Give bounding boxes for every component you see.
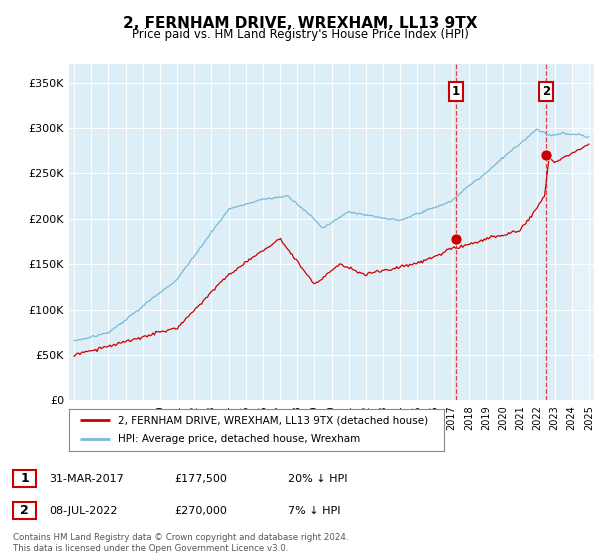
Text: £177,500: £177,500 xyxy=(174,474,227,484)
Text: 08-JUL-2022: 08-JUL-2022 xyxy=(49,506,118,516)
Text: 31-MAR-2017: 31-MAR-2017 xyxy=(49,474,124,484)
Text: 1: 1 xyxy=(452,85,460,98)
Bar xyxy=(572,64,594,400)
Text: £270,000: £270,000 xyxy=(174,506,227,516)
Text: 2: 2 xyxy=(20,504,29,517)
Text: 20% ↓ HPI: 20% ↓ HPI xyxy=(288,474,347,484)
Text: 1: 1 xyxy=(20,472,29,486)
Text: 2, FERNHAM DRIVE, WREXHAM, LL13 9TX (detached house): 2, FERNHAM DRIVE, WREXHAM, LL13 9TX (det… xyxy=(118,415,428,425)
Text: 7% ↓ HPI: 7% ↓ HPI xyxy=(288,506,341,516)
Text: HPI: Average price, detached house, Wrexham: HPI: Average price, detached house, Wrex… xyxy=(118,435,360,445)
Text: 2: 2 xyxy=(542,85,550,98)
Text: Price paid vs. HM Land Registry's House Price Index (HPI): Price paid vs. HM Land Registry's House … xyxy=(131,28,469,41)
Text: 2, FERNHAM DRIVE, WREXHAM, LL13 9TX: 2, FERNHAM DRIVE, WREXHAM, LL13 9TX xyxy=(123,16,477,31)
Text: Contains HM Land Registry data © Crown copyright and database right 2024.
This d: Contains HM Land Registry data © Crown c… xyxy=(13,534,349,553)
